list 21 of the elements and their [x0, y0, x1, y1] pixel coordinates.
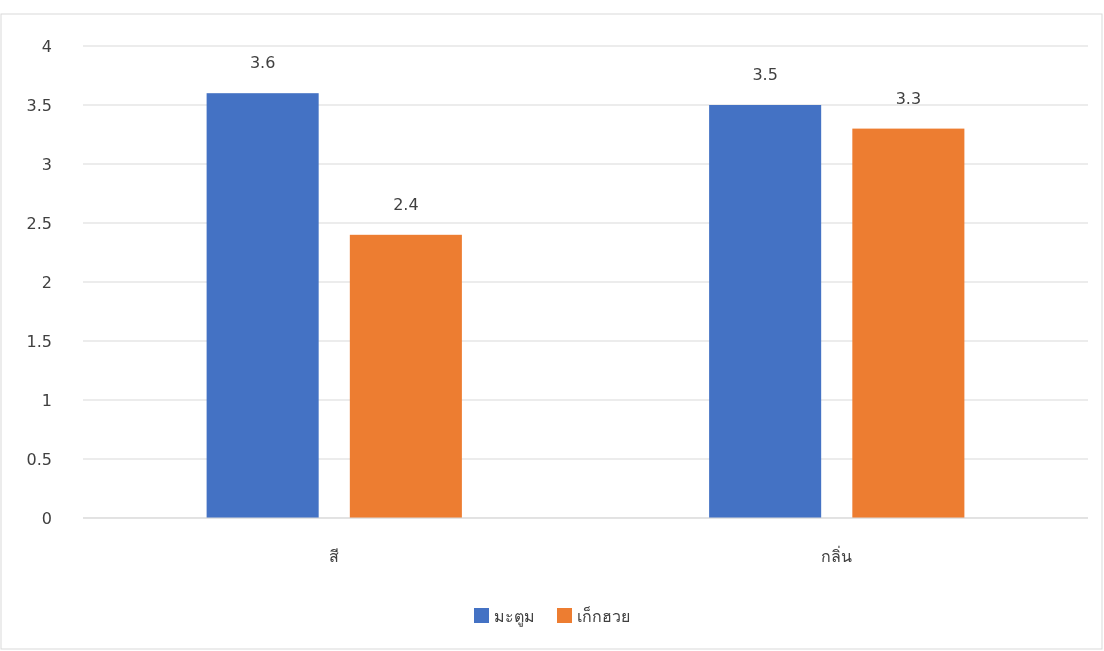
legend-label: มะตูม — [494, 607, 535, 627]
data-label: 2.4 — [393, 194, 419, 214]
y-tick-label: 1 — [41, 391, 52, 410]
x-tick-label: กลิ่น — [821, 545, 853, 566]
bar — [206, 93, 319, 518]
y-tick-label: 2.5 — [26, 214, 52, 233]
bar — [852, 128, 965, 518]
y-tick-label: 3.5 — [26, 96, 52, 115]
data-label: 3.3 — [895, 88, 922, 108]
x-tick-label: สี — [329, 547, 340, 566]
bar — [349, 234, 462, 518]
y-tick-label: 1.5 — [26, 332, 52, 351]
bar — [709, 105, 822, 518]
y-tick-label: 2 — [41, 273, 52, 292]
y-tick-label: 0.5 — [26, 450, 52, 469]
y-tick-label: 4 — [41, 37, 52, 56]
legend-label: เก็กฮวย — [577, 606, 630, 626]
y-tick-label: 0 — [41, 509, 52, 528]
y-tick-label: 3 — [41, 155, 52, 174]
data-label: 3.5 — [752, 65, 778, 84]
data-label: 3.6 — [249, 53, 276, 73]
